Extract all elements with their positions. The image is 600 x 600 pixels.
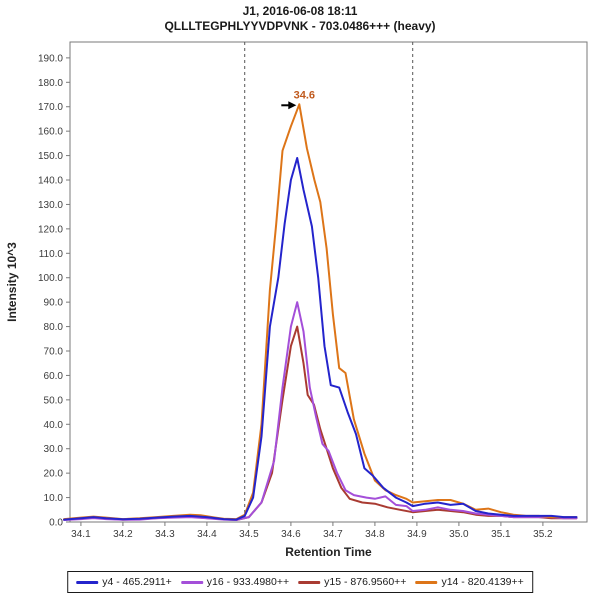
svg-text:50.0: 50.0 [44, 395, 64, 406]
plot-frame [69, 41, 588, 523]
svg-text:60.0: 60.0 [44, 371, 64, 382]
chart-header: J1, 2016-06-08 18:11 QLLLTEGPHLYYVDPVNK … [0, 4, 600, 34]
svg-text:34.8: 34.8 [365, 529, 385, 540]
series-line-y4 [63, 157, 578, 521]
svg-text:110.0: 110.0 [39, 249, 64, 260]
legend-swatch-y14-icon [415, 580, 438, 584]
chart-subtitle: QLLLTEGPHLYYVDPVNK - 703.0486+++ (heavy) [164, 19, 436, 33]
svg-text:70.0: 70.0 [44, 347, 64, 358]
svg-text:190.0: 190.0 [38, 53, 63, 64]
svg-text:35.1: 35.1 [491, 529, 511, 540]
svg-text:140.0: 140.0 [38, 176, 63, 187]
legend-label-y4: y4 - 465.2911+ [102, 576, 172, 588]
legend-swatch-y4-icon [76, 580, 99, 584]
peak-rt-label: 34.6 [294, 89, 315, 101]
legend-item-y14: y14 - 820.4139++ [415, 576, 524, 588]
series-line-y14 [63, 103, 578, 521]
y-axis-title: Intensity 10^3 [5, 242, 19, 322]
svg-text:40.0: 40.0 [44, 420, 64, 431]
svg-text:130.0: 130.0 [38, 200, 63, 211]
svg-text:34.1: 34.1 [71, 529, 91, 540]
svg-text:10.0: 10.0 [44, 493, 64, 504]
svg-text:90.0: 90.0 [44, 298, 64, 309]
svg-text:120.0: 120.0 [38, 224, 63, 235]
svg-text:170.0: 170.0 [38, 102, 63, 113]
legend-item-y15: y15 - 876.9560++ [298, 576, 406, 588]
svg-text:30.0: 30.0 [44, 444, 64, 455]
svg-text:160.0: 160.0 [38, 127, 63, 138]
chart-title: J1, 2016-06-08 18:11 [242, 4, 358, 18]
svg-text:80.0: 80.0 [44, 322, 64, 333]
svg-text:34.2: 34.2 [113, 529, 133, 540]
series-line-y15 [63, 325, 578, 521]
x-axis-title: Retention Time [285, 545, 372, 559]
legend-swatch-y15-icon [298, 580, 321, 584]
legend-swatch-y16-icon [180, 580, 203, 584]
legend-label-y15: y15 - 876.9560++ [324, 576, 407, 588]
svg-text:0.0: 0.0 [49, 518, 63, 529]
peak-arrow-icon [288, 101, 297, 110]
legend-label-y14: y14 - 820.4139++ [441, 576, 524, 588]
svg-text:34.4: 34.4 [197, 529, 217, 540]
svg-text:34.3: 34.3 [155, 529, 175, 540]
svg-text:35.2: 35.2 [533, 529, 553, 540]
svg-text:34.5: 34.5 [239, 529, 259, 540]
legend-item-y4: y4 - 465.2911+ [76, 576, 172, 588]
svg-text:20.0: 20.0 [44, 469, 64, 480]
svg-text:100.0: 100.0 [38, 273, 63, 284]
svg-text:35.0: 35.0 [449, 529, 469, 540]
svg-text:34.7: 34.7 [323, 529, 343, 540]
svg-text:180.0: 180.0 [38, 78, 63, 89]
svg-text:150.0: 150.0 [38, 151, 63, 162]
legend-label-y16: y16 - 933.4980++ [206, 576, 290, 588]
legend: y4 - 465.2911+ y16 - 933.4980++ y15 - 876.… [67, 571, 533, 593]
x-axis-ticks: 34.1 34.2 34.3 34.4 34.5 34.6 34.7 34.8 34.9 35.0… [71, 522, 553, 540]
legend-item-y16: y16 - 933.4980++ [180, 576, 290, 588]
y-axis-ticks: 0.0 10.0 20.0 30.0 40.0 50.0 60.0 70.0 80.0 90.0 1… [38, 53, 70, 529]
peak-annotation: 34.6 [281, 89, 315, 110]
svg-text:34.9: 34.9 [407, 529, 427, 540]
svg-text:34.6: 34.6 [281, 529, 301, 540]
series-line-y16 [63, 301, 578, 521]
